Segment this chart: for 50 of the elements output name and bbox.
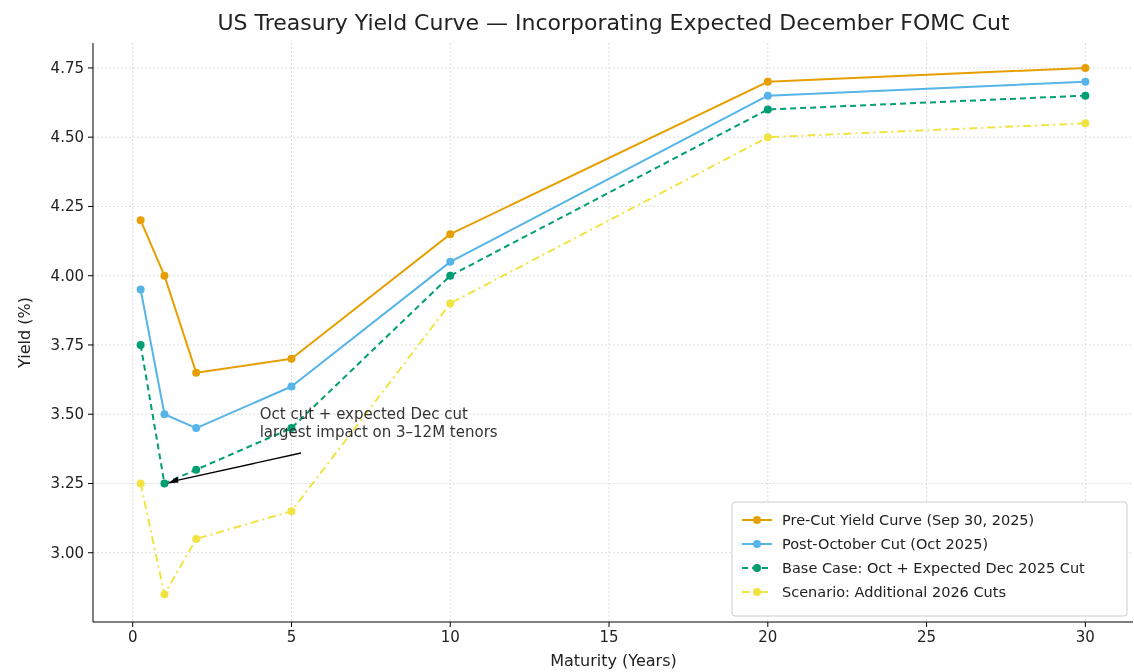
point [160, 479, 169, 488]
x-tick-label: 5 [286, 628, 297, 646]
point [763, 133, 772, 142]
point [160, 590, 169, 599]
point [763, 91, 772, 100]
x-tick-label: 20 [758, 628, 778, 646]
x-tick-label: 10 [440, 628, 460, 646]
point [160, 410, 169, 419]
x-tick-label: 30 [1075, 628, 1095, 646]
point [446, 230, 455, 239]
point [192, 465, 201, 474]
legend-label: Pre-Cut Yield Curve (Sep 30, 2025) [782, 512, 1035, 528]
point [763, 77, 772, 86]
y-tick-label: 4.25 [50, 197, 84, 216]
point [136, 216, 145, 225]
legend-label: Scenario: Additional 2026 Cuts [782, 584, 1006, 600]
y-tick-label: 3.50 [50, 405, 84, 424]
legend-label: Post-October Cut (Oct 2025) [782, 536, 989, 552]
point [287, 382, 296, 391]
y-tick-label: 4.50 [50, 128, 84, 147]
point [192, 424, 201, 433]
x-tick-label: 0 [127, 628, 138, 646]
point [446, 257, 455, 266]
annotation: Oct cut + expected Dec cut largest impact on 3–12M tenors [259, 405, 498, 442]
point [1081, 91, 1090, 100]
y-tick-label: 3.75 [50, 335, 84, 354]
point [136, 340, 145, 349]
y-tick-label: 4.00 [50, 266, 84, 285]
x-tick-label: 25 [917, 628, 937, 646]
point [136, 479, 145, 488]
point [192, 534, 201, 543]
point [446, 271, 455, 280]
point [287, 354, 296, 363]
y-tick-label: 3.25 [50, 474, 84, 493]
y-tick-label: 4.75 [50, 58, 84, 77]
point [192, 368, 201, 377]
point [446, 299, 455, 308]
point [763, 105, 772, 114]
point [1081, 63, 1090, 72]
legend-label: Base Case: Oct + Expected Dec 2025 Cut [782, 560, 1086, 576]
y-tick-label: 3.00 [50, 543, 84, 562]
x-axis-title: Maturity (Years) [550, 651, 677, 670]
chart-title: US Treasury Yield Curve — Incorporating Expected December FOMC Cut [217, 10, 1010, 35]
point [287, 507, 296, 516]
y-axis-title: Yield (%) [15, 297, 34, 369]
point [1081, 119, 1090, 128]
point [136, 285, 145, 294]
point [160, 271, 169, 280]
x-tick-label: 15 [599, 628, 619, 646]
point [1081, 77, 1090, 86]
